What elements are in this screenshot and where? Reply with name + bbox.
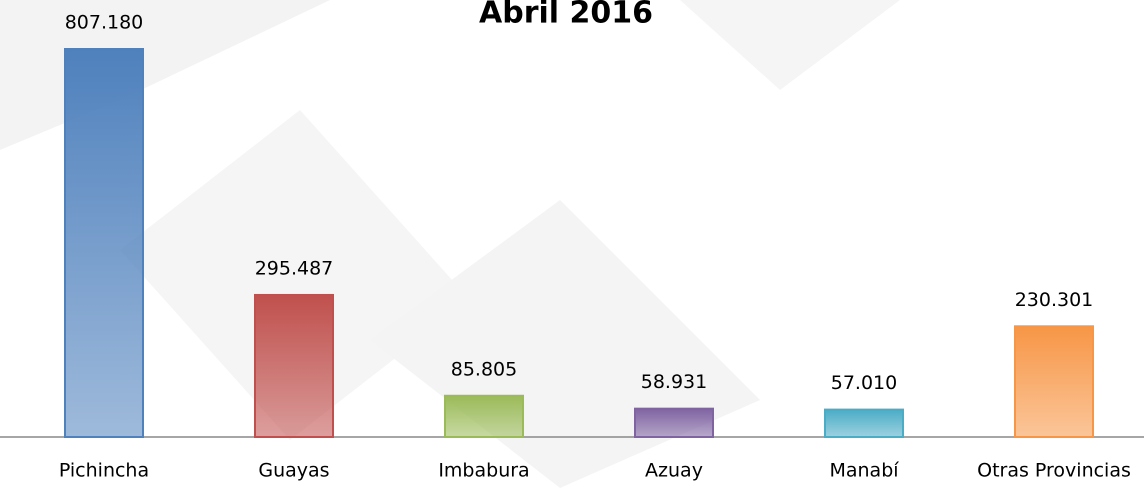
bar <box>1014 325 1094 439</box>
decor-shape <box>120 110 470 440</box>
value-label: 295.487 <box>255 257 334 279</box>
x-tick-label: Pichincha <box>59 460 149 482</box>
value-label: 58.931 <box>641 371 707 393</box>
decor-shape <box>370 200 760 488</box>
value-label: 807.180 <box>65 12 144 34</box>
decor-shape <box>680 0 900 90</box>
bar <box>254 293 334 439</box>
x-tick-label: Azuay <box>645 460 703 482</box>
x-tick-label: Otras Provincias <box>977 460 1131 482</box>
value-label: 85.805 <box>451 358 517 380</box>
x-tick-label: Guayas <box>258 460 329 482</box>
x-tick-label: Manabí <box>829 460 899 482</box>
x-tick-label: Imbabura <box>438 460 529 482</box>
bar <box>444 394 524 439</box>
value-label: 57.010 <box>831 372 897 394</box>
chart-title: Abril 2016 <box>479 0 653 31</box>
bar <box>824 408 904 438</box>
bar <box>634 407 714 438</box>
value-label: 230.301 <box>1015 289 1094 311</box>
bar <box>64 48 144 438</box>
